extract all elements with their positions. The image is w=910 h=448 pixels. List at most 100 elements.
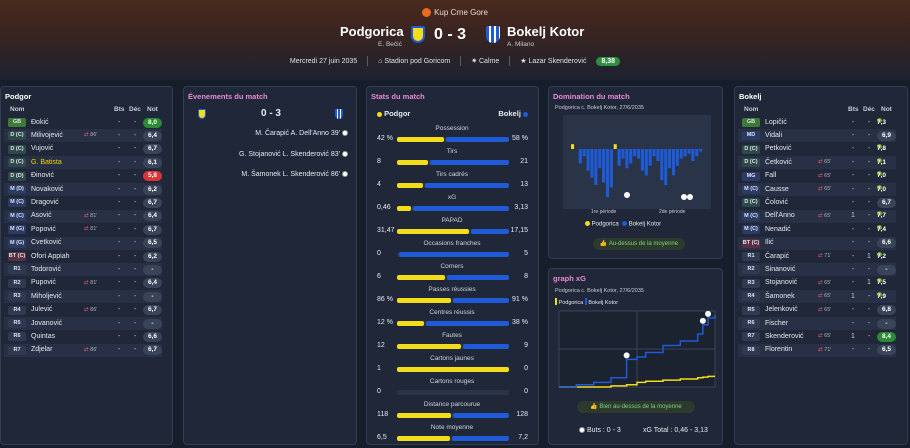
player-name[interactable]: Julević — [31, 306, 53, 314]
player-row[interactable]: M (C) Causse ⇄ 65' - - 7,0 — [738, 183, 896, 196]
xg-chart[interactable] — [549, 269, 724, 446]
player-name[interactable]: Jelenković — [765, 306, 798, 314]
player-row[interactable]: BT (C) Ilić - - 6,6 — [738, 236, 896, 250]
player-row[interactable]: R8 Florentin ⇄ 71' - - 6,5 — [738, 343, 896, 357]
player-row[interactable]: D (C) Milivojević ⇄ 86' - - 6,4 — [4, 129, 162, 143]
col-note[interactable]: Not — [881, 106, 892, 113]
player-row[interactable]: M (C) Asović ⇄ 81' - - 6,4 — [4, 209, 162, 223]
player-row[interactable]: GB Lopičić - - 7,3 — [738, 116, 896, 129]
player-name[interactable]: Petković — [765, 145, 792, 153]
player-name[interactable]: Šamonek — [765, 292, 795, 300]
player-row[interactable]: R6 Quintas - - 6,6 — [4, 330, 162, 343]
away-crest-icon — [523, 111, 528, 117]
player-name[interactable]: Causse — [765, 185, 789, 193]
away-crest-icon[interactable] — [486, 26, 500, 43]
col-bts[interactable]: Bts — [848, 106, 859, 113]
player-row[interactable]: R5 Jelenković ⇄ 65' - - 6,8 — [738, 304, 896, 317]
home-crest-icon[interactable] — [411, 26, 425, 43]
player-row[interactable]: D (C) Čolović - - 6,7 — [738, 196, 896, 209]
player-name[interactable]: Nenadić — [765, 225, 791, 233]
xg-badge[interactable]: 👍 Bien au-dessus de la moyenne — [577, 401, 695, 413]
player-name[interactable]: Sinanović — [765, 265, 796, 273]
player-name[interactable]: Jovanović — [31, 319, 63, 327]
player-row[interactable]: M (C) Dragović - - 6,7 — [4, 196, 162, 209]
player-name[interactable]: Lopičić — [765, 118, 787, 126]
goals-value: - — [117, 225, 121, 233]
assists-value: - — [133, 292, 137, 300]
player-name[interactable]: Skenderović — [765, 332, 804, 340]
player-name[interactable]: Florentin — [765, 346, 793, 354]
player-name[interactable]: Todorović — [31, 265, 61, 273]
player-row[interactable]: R3 Stojanović ⇄ 65' - 1 7,5 — [738, 277, 896, 290]
player-name[interactable]: Zdjelar — [31, 346, 53, 354]
assists-value: - — [133, 185, 137, 193]
event-item[interactable]: G. Stojanović L. Skenderović 83' — [239, 151, 348, 158]
player-name[interactable]: Četković — [765, 158, 792, 166]
player-row[interactable]: R7 Zdjelar ⇄ 86' - - 6,7 — [4, 343, 162, 357]
player-name[interactable]: Popović — [31, 225, 56, 233]
col-note[interactable]: Not — [147, 106, 158, 113]
player-row[interactable]: M (G) Popović ⇄ 81' - - 6,7 — [4, 223, 162, 236]
player-row[interactable]: M (C) Dell'Anno ⇄ 65' 1 - 7,7 — [738, 209, 896, 223]
player-row[interactable]: R2 Sinanović - - - — [738, 263, 896, 277]
player-name[interactable]: Đinović — [31, 172, 54, 180]
player-name[interactable]: Milivojević — [31, 131, 63, 139]
event-item[interactable]: M. Čarapić A. Dell'Anno 39' — [255, 130, 348, 137]
domination-chart[interactable] — [549, 87, 724, 260]
player-row[interactable]: D (C) G. Batista - - 6,1 — [4, 156, 162, 170]
player-name[interactable]: Novaković — [31, 185, 64, 193]
player-name[interactable]: Miholjević — [31, 292, 62, 300]
assists-value: - — [867, 118, 871, 126]
player-name[interactable]: Dell'Anno — [765, 212, 795, 220]
col-dec[interactable]: Déc — [863, 106, 875, 113]
col-bts[interactable]: Bts — [114, 106, 125, 113]
player-row[interactable]: R1 Čarapić ⇄ 71' - 1 7,2 — [738, 250, 896, 263]
player-name[interactable]: Dragović — [31, 198, 59, 206]
goals-value: - — [117, 198, 121, 206]
player-row[interactable]: D (C) Vujović - - 6,7 — [4, 143, 162, 156]
col-name[interactable]: Nom — [10, 106, 25, 113]
player-row[interactable]: MG Fall ⇄ 65' - - 7,0 — [738, 170, 896, 183]
home-team-name[interactable]: Podgorica — [340, 24, 404, 39]
event-item[interactable]: M. Šamonek L. Skenderović 86' — [241, 171, 348, 178]
player-name[interactable]: Fall — [765, 172, 777, 180]
player-row[interactable]: R6 Fischer - - - — [738, 317, 896, 330]
player-row[interactable]: R2 Pupović ⇄ 81' - - 6,4 — [4, 277, 162, 290]
player-row[interactable]: D (C) Petković - - 7,8 — [738, 143, 896, 156]
player-name[interactable]: Ilić — [765, 239, 774, 247]
player-row[interactable]: M (D) Novaković - - 6,2 — [4, 183, 162, 196]
competition[interactable]: Kup Crne Gore — [0, 8, 910, 17]
player-row[interactable]: D (D) Đinović - - 5,8 — [4, 170, 162, 183]
player-name[interactable]: Ofori Appiah — [31, 252, 70, 260]
away-team-name[interactable]: Bokelj Kotor — [507, 24, 585, 39]
player-row[interactable]: M (G) Cvetković - - 6,5 — [4, 236, 162, 250]
player-row[interactable]: D (C) Četković ⇄ 65' - - 7,1 — [738, 156, 896, 170]
player-name[interactable]: Fischer — [765, 319, 788, 327]
player-name[interactable]: Stojanović — [765, 279, 798, 287]
col-name[interactable]: Nom — [744, 106, 759, 113]
player-row[interactable]: R5 Jovanović - - - — [4, 317, 162, 330]
player-row[interactable]: R4 Julević ⇄ 86' - - 6,7 — [4, 304, 162, 317]
player-name[interactable]: Quintas — [31, 332, 56, 340]
player-name[interactable]: Vujović — [31, 145, 54, 153]
player-name[interactable]: Đokić — [31, 118, 49, 126]
player-row[interactable]: R7 Skenderović ⇄ 65' 1 - 8,4 — [738, 330, 896, 343]
player-name[interactable]: Cvetković — [31, 239, 62, 247]
domination-badge[interactable]: 👍 Au-dessus de la moyenne — [593, 238, 685, 250]
player-row[interactable]: R3 Miholjević - - - — [4, 290, 162, 304]
player-name[interactable]: Pupović — [31, 279, 56, 287]
player-name[interactable]: Asović — [31, 212, 52, 220]
player-row[interactable]: BT (C) Ofori Appiah - - 6,2 — [4, 250, 162, 263]
col-dec[interactable]: Déc — [129, 106, 141, 113]
player-row[interactable]: R4 Šamonek ⇄ 65' 1 - 7,9 — [738, 290, 896, 304]
player-row[interactable]: GB Đokić - - 8,0 — [4, 116, 162, 129]
player-row[interactable]: M (C) Nenadić - - 7,4 — [738, 223, 896, 236]
player-name[interactable]: Vidali — [765, 131, 782, 139]
player-name[interactable]: Čarapić — [765, 252, 790, 260]
man-of-match[interactable]: ★ Lazar Skenderović — [520, 58, 587, 65]
sub-arrow-icon: ⇄ — [84, 346, 89, 353]
player-name[interactable]: Čolović — [765, 198, 788, 206]
player-row[interactable]: MD Vidali - - 6,9 — [738, 129, 896, 143]
player-row[interactable]: R1 Todorović - - - — [4, 263, 162, 277]
player-name[interactable]: G. Batista — [31, 158, 62, 166]
